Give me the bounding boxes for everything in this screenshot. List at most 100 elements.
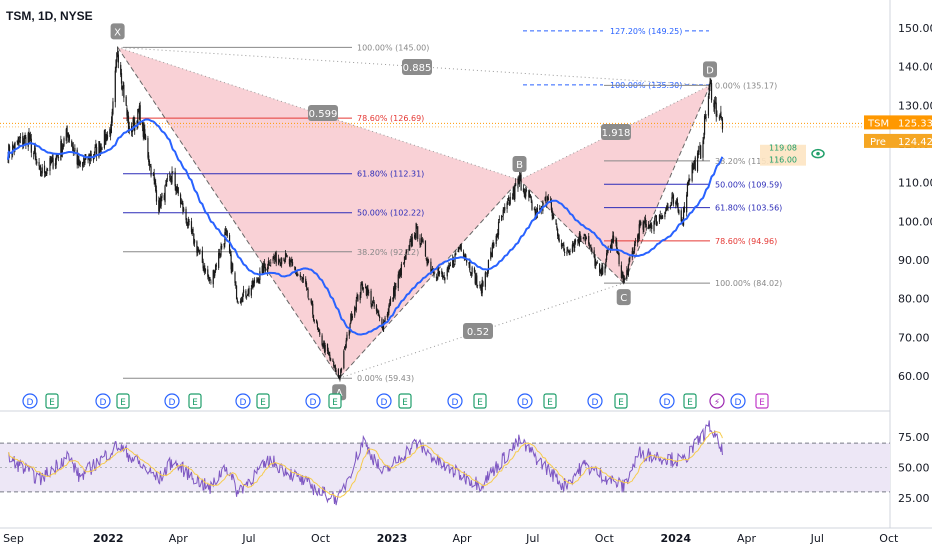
candle-body [716,114,718,116]
candle-body [600,269,602,276]
candle-body [136,120,138,127]
candle-body [346,334,348,341]
candle-body [531,201,533,210]
candle-body [372,301,374,303]
candle-body [12,146,15,148]
candle-body [104,129,106,142]
candle-body [678,209,680,214]
time-tick-label: Apr [737,532,757,545]
candle-body [25,136,27,146]
candle-body [155,190,158,202]
candle-body [209,279,211,281]
split-marker: ⚡ [714,398,720,408]
candle-body [242,289,245,294]
candle-body [141,121,144,126]
candle-body [214,270,216,276]
candle-body [152,174,154,176]
candle-body [406,250,408,252]
candle-body [335,370,337,373]
fib-right-label: 127.20% (149.25) [610,27,682,36]
candle-body [327,350,329,355]
price-tick-label: 70.00 [898,331,930,344]
pattern-point-badge [703,61,717,78]
candle-body [442,275,444,277]
candle-body [507,198,509,205]
earnings-marker: E [477,398,483,408]
candle-body [621,273,623,278]
candle-body [218,252,221,256]
candle-body [599,270,601,272]
candle-body [117,50,119,52]
candle-body [68,135,71,141]
dividend-marker: D [452,398,459,408]
candle-body [263,262,266,268]
candle-body [326,343,329,352]
candle-body [658,214,661,222]
candle-body [574,240,576,248]
candle-body [106,134,109,139]
candle-body [413,234,416,238]
candle-body [376,310,378,312]
candle-body [148,155,150,162]
candle-body [49,158,51,171]
time-tick-label: Apr [169,532,189,545]
candle-body [191,230,193,235]
candle-body [143,127,145,139]
candle-body [174,171,176,187]
candle-body [705,116,707,118]
earnings-icon [614,393,628,409]
candle-body [96,147,98,156]
candle-body [584,235,586,237]
candle-body [504,207,506,211]
candle-body [493,243,495,246]
candle-body [74,147,76,152]
candle-body [566,251,568,255]
candle-body [242,293,244,303]
fib-right-label: 61.80% (103.56) [715,204,782,213]
candle-body [574,239,577,243]
rsi-tick-label: 25.00 [898,492,930,505]
candle-body [669,205,671,207]
candle-body [661,215,664,219]
dividend-marker: D [100,398,107,408]
candle-body [350,313,352,324]
dividend-marker: D [240,398,247,408]
candle-body [435,276,437,278]
candle-body [441,270,443,275]
candle-body [176,190,178,192]
candle-body [686,183,689,197]
candle-body [344,347,346,350]
candle-body [612,235,614,243]
candle-body [589,245,591,247]
candle-body [422,240,424,242]
candle-body [225,230,228,232]
candle-body [110,129,112,136]
candle-body [648,227,650,229]
fib-left-label: 38.20% (92.12) [357,248,419,257]
candle-body [307,289,309,298]
candle-body [180,202,182,204]
fib-left-label: 50.00% (102.22) [357,209,424,218]
candle-body [354,308,357,309]
candle-body [564,251,566,253]
candle-body [333,365,336,367]
candle-body [420,243,422,245]
candle-body [568,251,570,255]
candle-body [109,129,111,135]
candle-body [71,140,73,147]
candle-body [613,235,615,241]
candle-body [426,259,428,264]
time-tick-label: 2024 [660,532,691,545]
candle-body [361,283,364,289]
candle-body [349,324,351,331]
candle-body [214,265,217,272]
price-tick-label: 100.00 [898,215,932,228]
candle-body [569,251,571,252]
candle-body [351,313,353,320]
earnings-marker: E [618,398,624,408]
candle-body [714,101,717,103]
candle-body [261,265,263,273]
candle-body [57,157,60,158]
candle-body [30,138,32,153]
